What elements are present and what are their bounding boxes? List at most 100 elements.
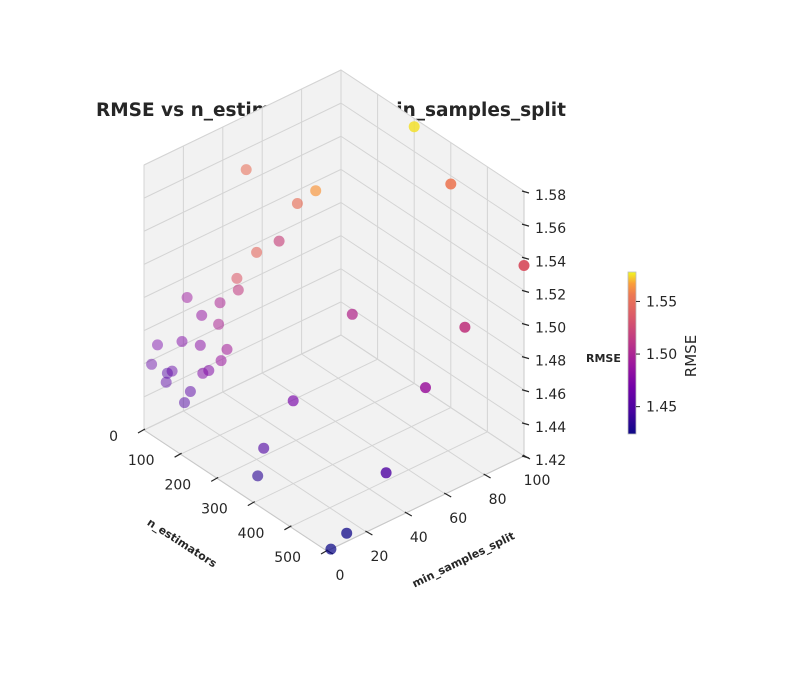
grid-line-y <box>261 372 446 495</box>
grid-line-z <box>143 102 342 199</box>
grid-line-x <box>253 407 452 504</box>
z-tick-mark <box>521 223 530 227</box>
data-point <box>273 235 285 247</box>
grid-line-x <box>180 358 378 455</box>
grid-line-y <box>183 410 367 533</box>
grid-line-z <box>340 69 525 192</box>
z-tick-mark <box>521 356 530 360</box>
grid-line-x <box>290 431 488 528</box>
x-tick-label: 100 <box>128 453 155 469</box>
data-point <box>179 397 190 409</box>
x-tick-label: 0 <box>109 429 118 445</box>
y-axis-line <box>326 455 525 552</box>
grid-line-z <box>143 301 342 398</box>
data-point <box>518 260 530 271</box>
y-tick-label: 60 <box>449 511 467 527</box>
z-tick-mark <box>521 322 530 327</box>
z-axis-title: RMSE <box>586 352 621 365</box>
colorbar-tick-label: 1.45 <box>646 400 677 416</box>
data-point <box>251 246 263 258</box>
data-point <box>181 292 193 303</box>
z-tick-label: 1.46 <box>535 387 566 403</box>
data-point <box>146 358 158 370</box>
grid-line-z <box>340 168 525 291</box>
x-tick-label: 400 <box>238 526 265 542</box>
x-tick-mark <box>137 428 146 434</box>
y-tick-mark <box>365 530 373 536</box>
data-point <box>232 284 244 296</box>
grid-line-y <box>222 391 407 514</box>
x-tick-mark <box>210 476 219 482</box>
data-point <box>160 376 172 388</box>
y-tick-label: 80 <box>489 492 507 508</box>
z-tick-label: 1.54 <box>535 254 566 270</box>
grid-line-z <box>340 135 525 258</box>
grid-line-z <box>143 135 342 232</box>
colorbar-tick-label: 1.55 <box>646 294 677 310</box>
z-tick-mark <box>521 422 530 426</box>
colorbar-gradient <box>627 271 637 435</box>
grid-line-z <box>340 202 525 324</box>
x-tick-label: 200 <box>164 477 191 493</box>
y-tick-mark <box>483 473 491 479</box>
grid-line-z <box>143 334 342 431</box>
z-tick-label: 1.48 <box>535 354 566 370</box>
x-tick-mark <box>174 452 182 458</box>
grid-line-x <box>216 382 415 479</box>
colorbar-tick-label: 1.50 <box>646 347 677 363</box>
grid-line-z <box>143 268 342 365</box>
data-point <box>258 442 270 454</box>
x-tick-mark <box>247 501 256 507</box>
grid-line-z <box>143 235 342 332</box>
y-tick-label: 100 <box>524 473 551 489</box>
grid-line-z <box>340 334 525 457</box>
z-tick-label: 1.44 <box>535 420 566 436</box>
data-point <box>445 178 457 190</box>
grid-line-z <box>143 69 342 166</box>
grid-line-z <box>340 102 525 225</box>
y-tick-mark <box>404 511 413 517</box>
data-point <box>408 121 420 133</box>
grid-line-z <box>143 202 342 298</box>
x-tick-label: 300 <box>201 502 228 518</box>
grid-line-y <box>301 353 485 476</box>
y-tick-label: 40 <box>410 530 428 546</box>
z-tick-mark <box>521 455 530 459</box>
z-tick-label: 1.42 <box>535 453 566 469</box>
z-tick-mark <box>521 389 530 393</box>
data-point <box>380 467 392 479</box>
z-tick-label: 1.50 <box>535 321 566 337</box>
data-point <box>176 336 188 347</box>
grid-line-z <box>340 268 525 391</box>
data-point <box>252 470 264 482</box>
data-point <box>420 382 431 394</box>
y-tick-label: 0 <box>336 568 345 584</box>
data-point <box>215 355 227 367</box>
data-point <box>231 272 243 284</box>
data-point <box>240 164 252 176</box>
data-point <box>152 339 163 351</box>
data-point <box>310 185 322 197</box>
z-tick-label: 1.58 <box>535 188 566 204</box>
grid-line-z <box>143 168 342 265</box>
data-point <box>196 309 208 321</box>
y-tick-mark <box>443 492 452 498</box>
z-tick-label: 1.56 <box>535 221 566 237</box>
data-point <box>291 198 303 209</box>
data-point <box>214 297 226 309</box>
data-point <box>341 527 353 539</box>
data-point <box>203 365 215 376</box>
data-point <box>325 543 337 555</box>
z-tick-label: 1.52 <box>535 287 566 303</box>
colorbar-label: RMSE <box>682 335 700 377</box>
data-point <box>213 318 225 330</box>
z-tick-mark <box>521 256 530 260</box>
data-point <box>221 343 233 355</box>
z-tick-mark <box>521 190 530 194</box>
x-axis-line <box>143 429 328 552</box>
data-point <box>459 321 471 333</box>
data-point <box>346 308 358 320</box>
x-tick-label: 500 <box>274 550 301 566</box>
